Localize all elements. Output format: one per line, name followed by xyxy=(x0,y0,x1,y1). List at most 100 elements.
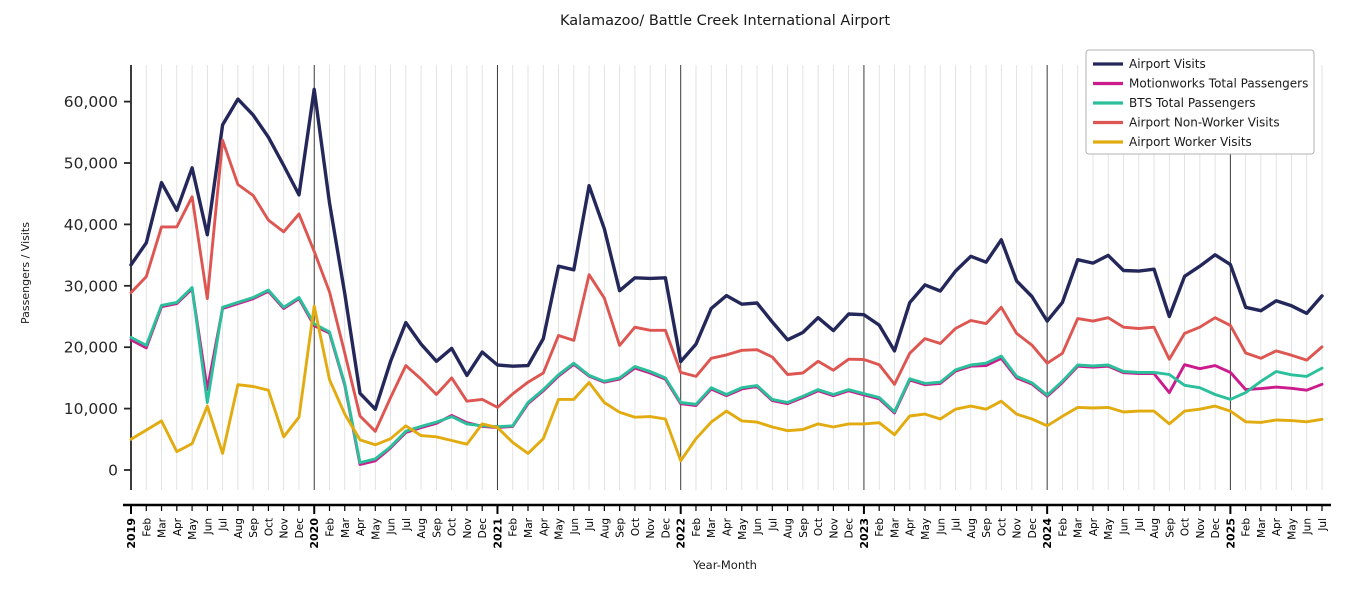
x-tick-label: May xyxy=(920,518,932,540)
x-tick-label: Nov xyxy=(645,518,657,539)
x-axis-label: Year-Month xyxy=(693,558,757,572)
x-tick-label: Oct xyxy=(263,518,275,536)
x-tick-label: 2019 xyxy=(125,518,138,549)
x-tick-label: Feb xyxy=(874,518,886,537)
x-tick-label: Dec xyxy=(1210,518,1222,539)
x-tick-label: Mar xyxy=(157,517,169,537)
legend-label: Airport Worker Visits xyxy=(1129,135,1252,149)
x-tick-label: Oct xyxy=(447,518,459,536)
x-tick-label: Oct xyxy=(1180,518,1192,536)
x-tick-label: Feb xyxy=(508,518,520,537)
x-tick-label: Oct xyxy=(630,518,642,536)
x-tick-label: Apr xyxy=(1088,517,1100,536)
x-tick-label: Jul xyxy=(218,518,230,532)
series-line-airport-worker-visits xyxy=(129,304,1324,463)
y-tick-label: 40,000 xyxy=(64,216,118,234)
x-tick-label: Feb xyxy=(1241,518,1253,537)
x-tick-label: Oct xyxy=(813,518,825,536)
x-tick-label: Jun xyxy=(202,518,214,535)
x-tick-label: Jun xyxy=(752,518,764,535)
x-tick-label: Sep xyxy=(1164,518,1176,538)
x-tick-label: May xyxy=(554,518,566,540)
x-tick-label: 2023 xyxy=(858,518,871,549)
x-tick-label: Jul xyxy=(951,518,963,532)
x-tick-label: Jul xyxy=(584,518,596,532)
x-tick-label: Feb xyxy=(325,518,337,537)
x-tick-label: Mar xyxy=(340,517,352,537)
x-tick-label: Apr xyxy=(722,517,734,536)
y-tick-label: 30,000 xyxy=(64,277,118,295)
x-tick-label: Oct xyxy=(996,518,1008,536)
x-tick-label: 2020 xyxy=(308,518,321,549)
x-tick-label: Dec xyxy=(1027,518,1039,539)
x-tick-label: Sep xyxy=(615,518,627,538)
x-tick-label: Dec xyxy=(844,518,856,539)
x-tick-label: Jun xyxy=(1119,518,1131,535)
x-tick-label: Feb xyxy=(1057,518,1069,537)
x-tick-label: Jul xyxy=(1317,518,1329,532)
y-tick-label: 10,000 xyxy=(64,400,118,418)
legend-label: BTS Total Passengers xyxy=(1129,96,1256,110)
chart-title: Kalamazoo/ Battle Creek International Ai… xyxy=(559,13,891,29)
x-tick-label: May xyxy=(737,518,749,540)
x-tick-label: Apr xyxy=(538,517,550,536)
x-tick-label: Apr xyxy=(355,517,367,536)
x-tick-label: Feb xyxy=(141,518,153,537)
x-tick-label: Jul xyxy=(767,518,779,532)
x-tick-label: Apr xyxy=(172,517,184,536)
y-tick-label: 0 xyxy=(108,462,118,480)
x-tick-label: Nov xyxy=(1012,518,1024,539)
x-tick-label: Nov xyxy=(828,518,840,539)
x-tick-label: Mar xyxy=(706,517,718,537)
legend-label: Airport Non-Worker Visits xyxy=(1129,116,1280,130)
x-tick-label: Jul xyxy=(1134,518,1146,532)
x-tick-label: Apr xyxy=(1271,517,1283,536)
x-tick-label: Aug xyxy=(966,518,978,539)
x-tick-label: May xyxy=(1103,518,1115,540)
y-tick-label: 50,000 xyxy=(64,155,118,173)
y-tick-label: 20,000 xyxy=(64,339,118,357)
y-tick-label: 60,000 xyxy=(64,93,118,111)
x-tick-label: Sep xyxy=(431,518,443,538)
x-tick-label: Aug xyxy=(233,518,245,539)
x-tick-label: Mar xyxy=(1256,517,1268,537)
x-tick-label: May xyxy=(370,518,382,540)
x-tick-label: May xyxy=(1286,518,1298,540)
x-tick-label: Jun xyxy=(1302,518,1314,535)
legend-box xyxy=(1085,49,1315,155)
x-tick-label: Sep xyxy=(248,518,260,538)
x-tick-label: Aug xyxy=(783,518,795,539)
x-tick-label: Nov xyxy=(1195,518,1207,539)
x-tick-label: Apr xyxy=(905,517,917,536)
x-tick-label: Aug xyxy=(599,518,611,539)
x-tick-label: Dec xyxy=(294,518,306,539)
x-tick-label: Sep xyxy=(981,518,993,538)
x-tick-label: Nov xyxy=(462,518,474,539)
x-tick-label: Aug xyxy=(416,518,428,539)
x-tick-label: Aug xyxy=(1149,518,1161,539)
x-tick-label: Mar xyxy=(889,517,901,537)
x-tick-label: 2021 xyxy=(491,518,504,549)
series-line-bts-total-passengers xyxy=(129,286,1324,465)
x-tick-label: Jul xyxy=(401,518,413,532)
x-tick-label: Sep xyxy=(798,518,810,538)
x-tick-label: Mar xyxy=(1073,517,1085,537)
x-tick-label: Jun xyxy=(569,518,581,535)
legend-label: Airport Visits xyxy=(1129,57,1206,71)
x-tick-label: Jun xyxy=(935,518,947,535)
x-tick-label: May xyxy=(187,518,199,540)
series-line-airport-non-worker-visits xyxy=(129,138,1324,433)
x-tick-label: 2024 xyxy=(1041,518,1054,549)
x-tick-label: 2022 xyxy=(675,518,688,549)
x-tick-label: Feb xyxy=(691,518,703,537)
legend-label: Motionworks Total Passengers xyxy=(1129,77,1308,91)
x-tick-label: Dec xyxy=(477,518,489,539)
x-tick-label: Nov xyxy=(279,518,291,539)
x-tick-label: Jun xyxy=(386,518,398,535)
x-tick-label: Mar xyxy=(523,517,535,537)
series-line-airport-visits xyxy=(129,87,1324,411)
x-tick-label: Dec xyxy=(660,518,672,539)
x-tick-label: 2025 xyxy=(1224,518,1237,549)
